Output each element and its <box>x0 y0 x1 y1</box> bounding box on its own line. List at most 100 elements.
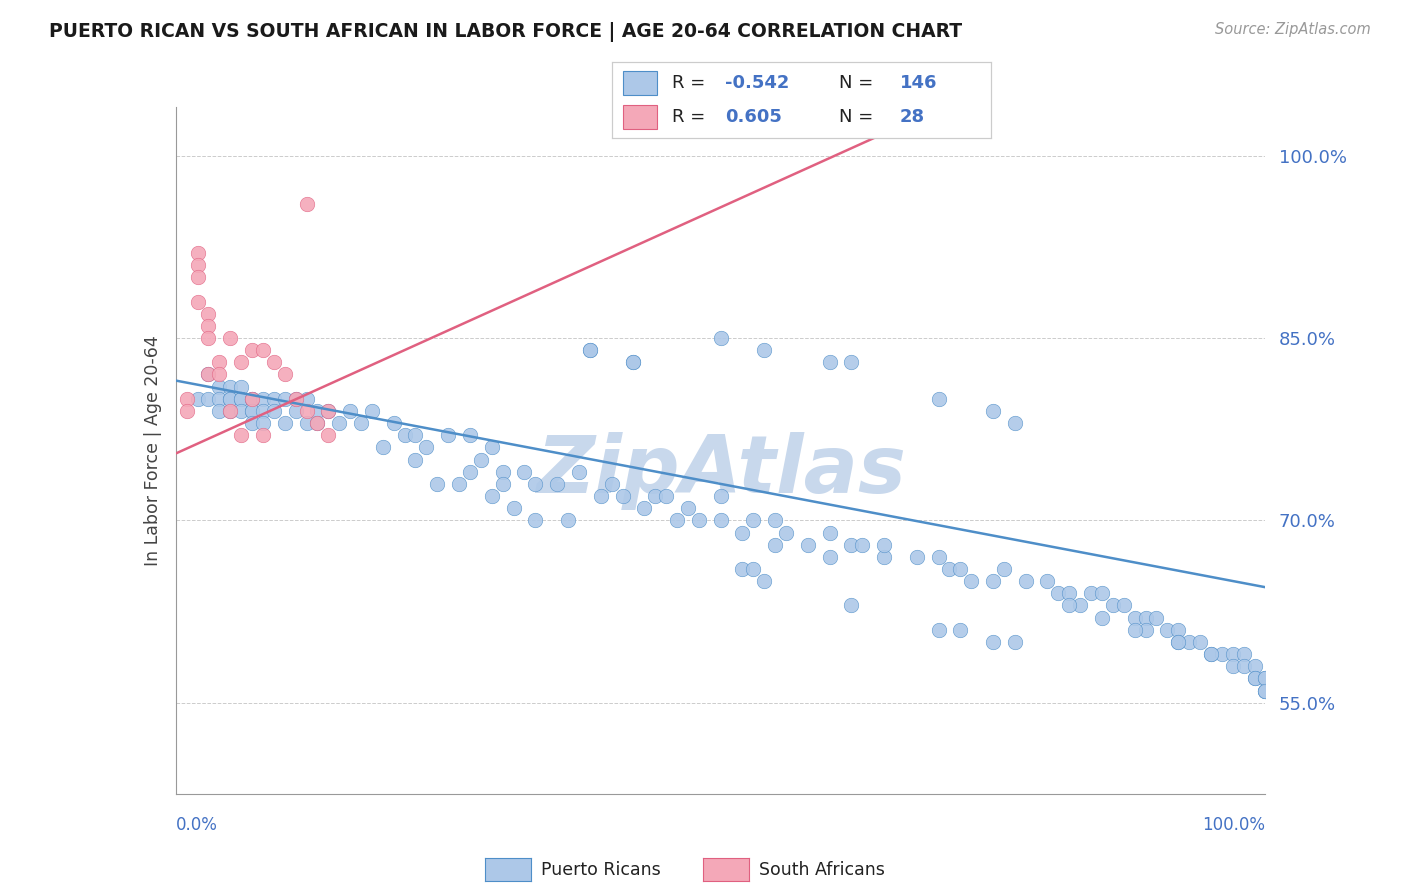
Point <box>252 404 274 418</box>
Text: Puerto Ricans: Puerto Ricans <box>541 861 661 879</box>
Point <box>1123 610 1146 624</box>
Point <box>382 416 405 430</box>
Point <box>437 428 460 442</box>
Y-axis label: In Labor Force | Age 20-64: In Labor Force | Age 20-64 <box>143 335 162 566</box>
Text: 100.0%: 100.0% <box>1202 816 1265 834</box>
Point <box>1222 659 1244 673</box>
Point <box>219 404 242 418</box>
Point <box>186 258 209 272</box>
Point <box>1102 599 1125 613</box>
Point <box>492 476 515 491</box>
Text: South Africans: South Africans <box>759 861 886 879</box>
Point <box>186 392 209 406</box>
Point <box>231 392 253 406</box>
Point <box>426 476 449 491</box>
Point <box>612 489 634 503</box>
Point <box>981 574 1004 589</box>
Point <box>186 294 209 309</box>
Point <box>644 489 666 503</box>
Point <box>818 525 841 540</box>
Point <box>481 489 503 503</box>
Point <box>240 392 263 406</box>
Point <box>579 343 602 358</box>
Point <box>524 513 547 527</box>
Point <box>981 404 1004 418</box>
Point <box>763 538 786 552</box>
Point <box>197 318 219 333</box>
Point <box>841 599 863 613</box>
Text: R =: R = <box>672 108 711 126</box>
Point <box>307 416 329 430</box>
Point <box>1091 586 1114 600</box>
Point <box>1036 574 1059 589</box>
Point <box>295 416 318 430</box>
Point <box>252 428 274 442</box>
Point <box>219 392 242 406</box>
Text: PUERTO RICAN VS SOUTH AFRICAN IN LABOR FORCE | AGE 20-64 CORRELATION CHART: PUERTO RICAN VS SOUTH AFRICAN IN LABOR F… <box>49 22 962 42</box>
Point <box>873 549 896 564</box>
Point <box>274 368 297 382</box>
Point <box>1254 683 1277 698</box>
Point <box>350 416 373 430</box>
Point <box>1167 635 1189 649</box>
Point <box>197 392 219 406</box>
Point <box>231 379 253 393</box>
Point <box>589 489 612 503</box>
Point <box>1199 647 1222 661</box>
Point <box>1156 623 1178 637</box>
Point <box>873 538 896 552</box>
Point <box>176 404 198 418</box>
Point <box>1112 599 1135 613</box>
Point <box>252 392 274 406</box>
Point <box>1015 574 1038 589</box>
Point <box>754 343 776 358</box>
Point <box>339 404 361 418</box>
Text: N =: N = <box>839 108 879 126</box>
Point <box>1254 672 1277 686</box>
Point <box>274 392 297 406</box>
Point <box>1222 647 1244 661</box>
Text: R =: R = <box>672 74 711 92</box>
Point <box>928 623 950 637</box>
Point <box>295 404 318 418</box>
Point <box>307 416 329 430</box>
Point <box>240 404 263 418</box>
Point <box>186 270 209 285</box>
Point <box>263 392 285 406</box>
Point <box>231 392 253 406</box>
Point <box>295 392 318 406</box>
Point <box>754 574 776 589</box>
Point <box>818 355 841 369</box>
Point <box>981 635 1004 649</box>
Point <box>1080 586 1102 600</box>
Point <box>197 368 219 382</box>
Point <box>1123 623 1146 637</box>
Point <box>197 307 219 321</box>
Point <box>1004 635 1026 649</box>
Point <box>568 465 591 479</box>
Point <box>1254 683 1277 698</box>
Point <box>600 476 623 491</box>
Point <box>458 465 481 479</box>
Point <box>263 355 285 369</box>
Point <box>796 538 818 552</box>
Point <box>318 428 340 442</box>
Point <box>1243 659 1265 673</box>
Point <box>1178 635 1201 649</box>
Point <box>186 246 209 260</box>
Point <box>742 562 765 576</box>
Point <box>219 379 242 393</box>
Point <box>546 476 568 491</box>
Point <box>938 562 960 576</box>
Point <box>1232 659 1256 673</box>
Point <box>208 392 231 406</box>
Point <box>240 343 263 358</box>
Point <box>318 404 340 418</box>
Point <box>513 465 536 479</box>
Point <box>949 562 972 576</box>
Point <box>405 428 427 442</box>
Point <box>284 404 307 418</box>
Point <box>470 452 492 467</box>
Point <box>1254 672 1277 686</box>
Point <box>710 513 733 527</box>
